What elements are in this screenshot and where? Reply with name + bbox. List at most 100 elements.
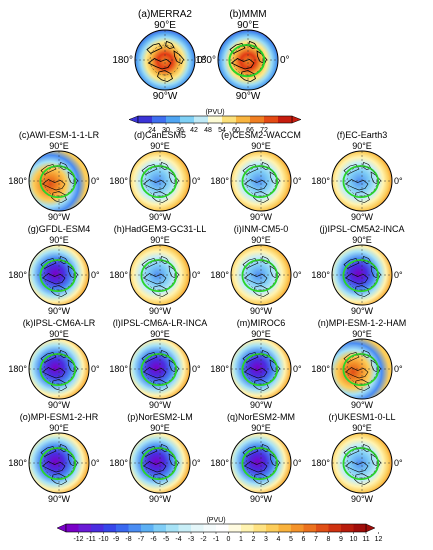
continent-outline <box>354 379 370 391</box>
grid-circle <box>144 259 176 291</box>
colorbar-bottom-max-arrow <box>365 523 376 533</box>
lon-label-left: 180° <box>8 176 27 186</box>
lon-label-left: 180° <box>195 55 216 66</box>
colorbar-top: (PVU) 24 30 36 42 48 54 60 66 72 <box>128 109 302 134</box>
lon-label-right: 0° <box>293 270 302 280</box>
continent-outline <box>141 258 158 269</box>
grid-circle <box>43 259 75 291</box>
panel-title: (h)HadGEM3-GC31-LL <box>114 224 207 234</box>
lon-label-top: 90°E <box>352 329 372 339</box>
continent-outline <box>253 473 269 485</box>
grid-circle <box>43 447 75 479</box>
lon-label-top: 90°E <box>150 423 170 433</box>
continent-outline <box>142 367 167 379</box>
lon-label-right: 0° <box>197 55 207 66</box>
colorbar-bottom-tick-label: 2 <box>252 536 256 543</box>
lon-label-bottom: 90°W <box>149 400 172 410</box>
lon-label-top: 90°E <box>49 141 69 151</box>
lon-label-right: 0° <box>394 458 403 468</box>
continent-outline <box>147 58 172 70</box>
lon-label-top: 90°E <box>154 20 176 31</box>
continent-outline <box>173 50 185 65</box>
lon-label-right: 0° <box>394 176 403 186</box>
grid-circle <box>245 447 277 479</box>
continent-outline <box>142 273 167 285</box>
colorbar-bottom-tick-label: -11 <box>86 536 96 543</box>
lon-label-right: 0° <box>280 55 290 66</box>
panel-border <box>28 244 90 306</box>
colorbar-top-tick-label: 54 <box>218 127 226 134</box>
panel-border <box>230 432 292 494</box>
continent-outline <box>165 40 175 50</box>
lon-label-top: 90°E <box>150 235 170 245</box>
grid-circle <box>149 44 181 76</box>
colorbar-top-tick-label: 66 <box>246 127 254 134</box>
lon-label-bottom: 90°W <box>48 494 71 504</box>
lon-label-right: 0° <box>192 458 201 468</box>
colorbar-bottom-tick-label: 0 <box>227 536 231 543</box>
panel-title: (o)MPI-ESM1-2-HR <box>20 412 99 422</box>
lon-label-top: 90°E <box>150 141 170 151</box>
colorbar-bottom-swatch <box>228 524 242 532</box>
colorbar-bottom-swatch <box>303 524 317 532</box>
continent-outline <box>40 258 57 269</box>
panel-border <box>129 150 191 212</box>
colorbar-bottom-tick-label: 3 <box>264 536 268 543</box>
colorbar-bottom-swatch <box>353 524 367 532</box>
panel-border <box>230 244 292 306</box>
panel-border <box>331 244 393 306</box>
colorbar-bottom-unit: (PVU) <box>206 517 225 524</box>
lon-label-top: 90°E <box>251 329 271 339</box>
lon-label-right: 0° <box>91 176 100 186</box>
lon-label-bottom: 90°W <box>250 494 273 504</box>
colorbar-bottom-tick-label: 11 <box>362 536 369 543</box>
lon-label-left: 180° <box>109 176 128 186</box>
continent-outline <box>152 285 168 297</box>
continent-outline <box>141 352 158 363</box>
lon-label-right: 0° <box>91 270 100 280</box>
lon-label-bottom: 90°W <box>250 212 273 222</box>
colorbar-bottom-swatch <box>253 524 267 532</box>
panel-title: (k)IPSL-CM6A-LR <box>23 318 96 328</box>
continent-outline <box>242 258 259 269</box>
lon-label-top: 90°E <box>49 329 69 339</box>
colorbar-top-swatch <box>166 116 181 123</box>
colorbar-bottom-tick-label: -10 <box>98 536 108 543</box>
colorbar-top-swatch <box>194 116 209 123</box>
lon-label-right: 0° <box>293 364 302 374</box>
colorbar-bottom-tick-label: -3 <box>188 536 194 543</box>
colorbar-bottom-swatch <box>316 524 329 532</box>
continent-outline <box>242 446 259 457</box>
panel-title: (b)MMM <box>229 9 266 20</box>
grid-circle <box>346 447 378 479</box>
lon-label-left: 180° <box>8 458 27 468</box>
lon-label-top: 90°E <box>150 329 170 339</box>
panel-border <box>230 338 292 400</box>
colorbar-bottom-swatch <box>141 524 154 532</box>
panel-title: (j)IPSL-CM5A2-INCA <box>319 224 404 234</box>
lon-label-bottom: 90°W <box>149 494 172 504</box>
colorbar-top-min-arrow <box>128 115 139 124</box>
lon-label-bottom: 90°W <box>153 91 178 102</box>
colorbar-top-swatch <box>264 116 279 123</box>
panel-title: (m)MIROC6 <box>237 318 286 328</box>
continent-outline <box>152 379 168 391</box>
panel-title: (p)NorESM2-LM <box>127 412 193 422</box>
colorbar-bottom-swatch <box>103 524 117 532</box>
lon-label-top: 90°E <box>237 20 259 31</box>
colorbar-bottom-swatch <box>328 524 342 532</box>
lon-label-top: 90°E <box>49 423 69 433</box>
continent-outline <box>253 285 269 297</box>
colorbar-bottom-swatch <box>266 524 279 532</box>
panel-border <box>28 150 90 212</box>
grid-circle <box>232 44 264 76</box>
lon-label-left: 180° <box>311 176 330 186</box>
colorbar-bottom-tick-label: -2 <box>200 536 206 543</box>
